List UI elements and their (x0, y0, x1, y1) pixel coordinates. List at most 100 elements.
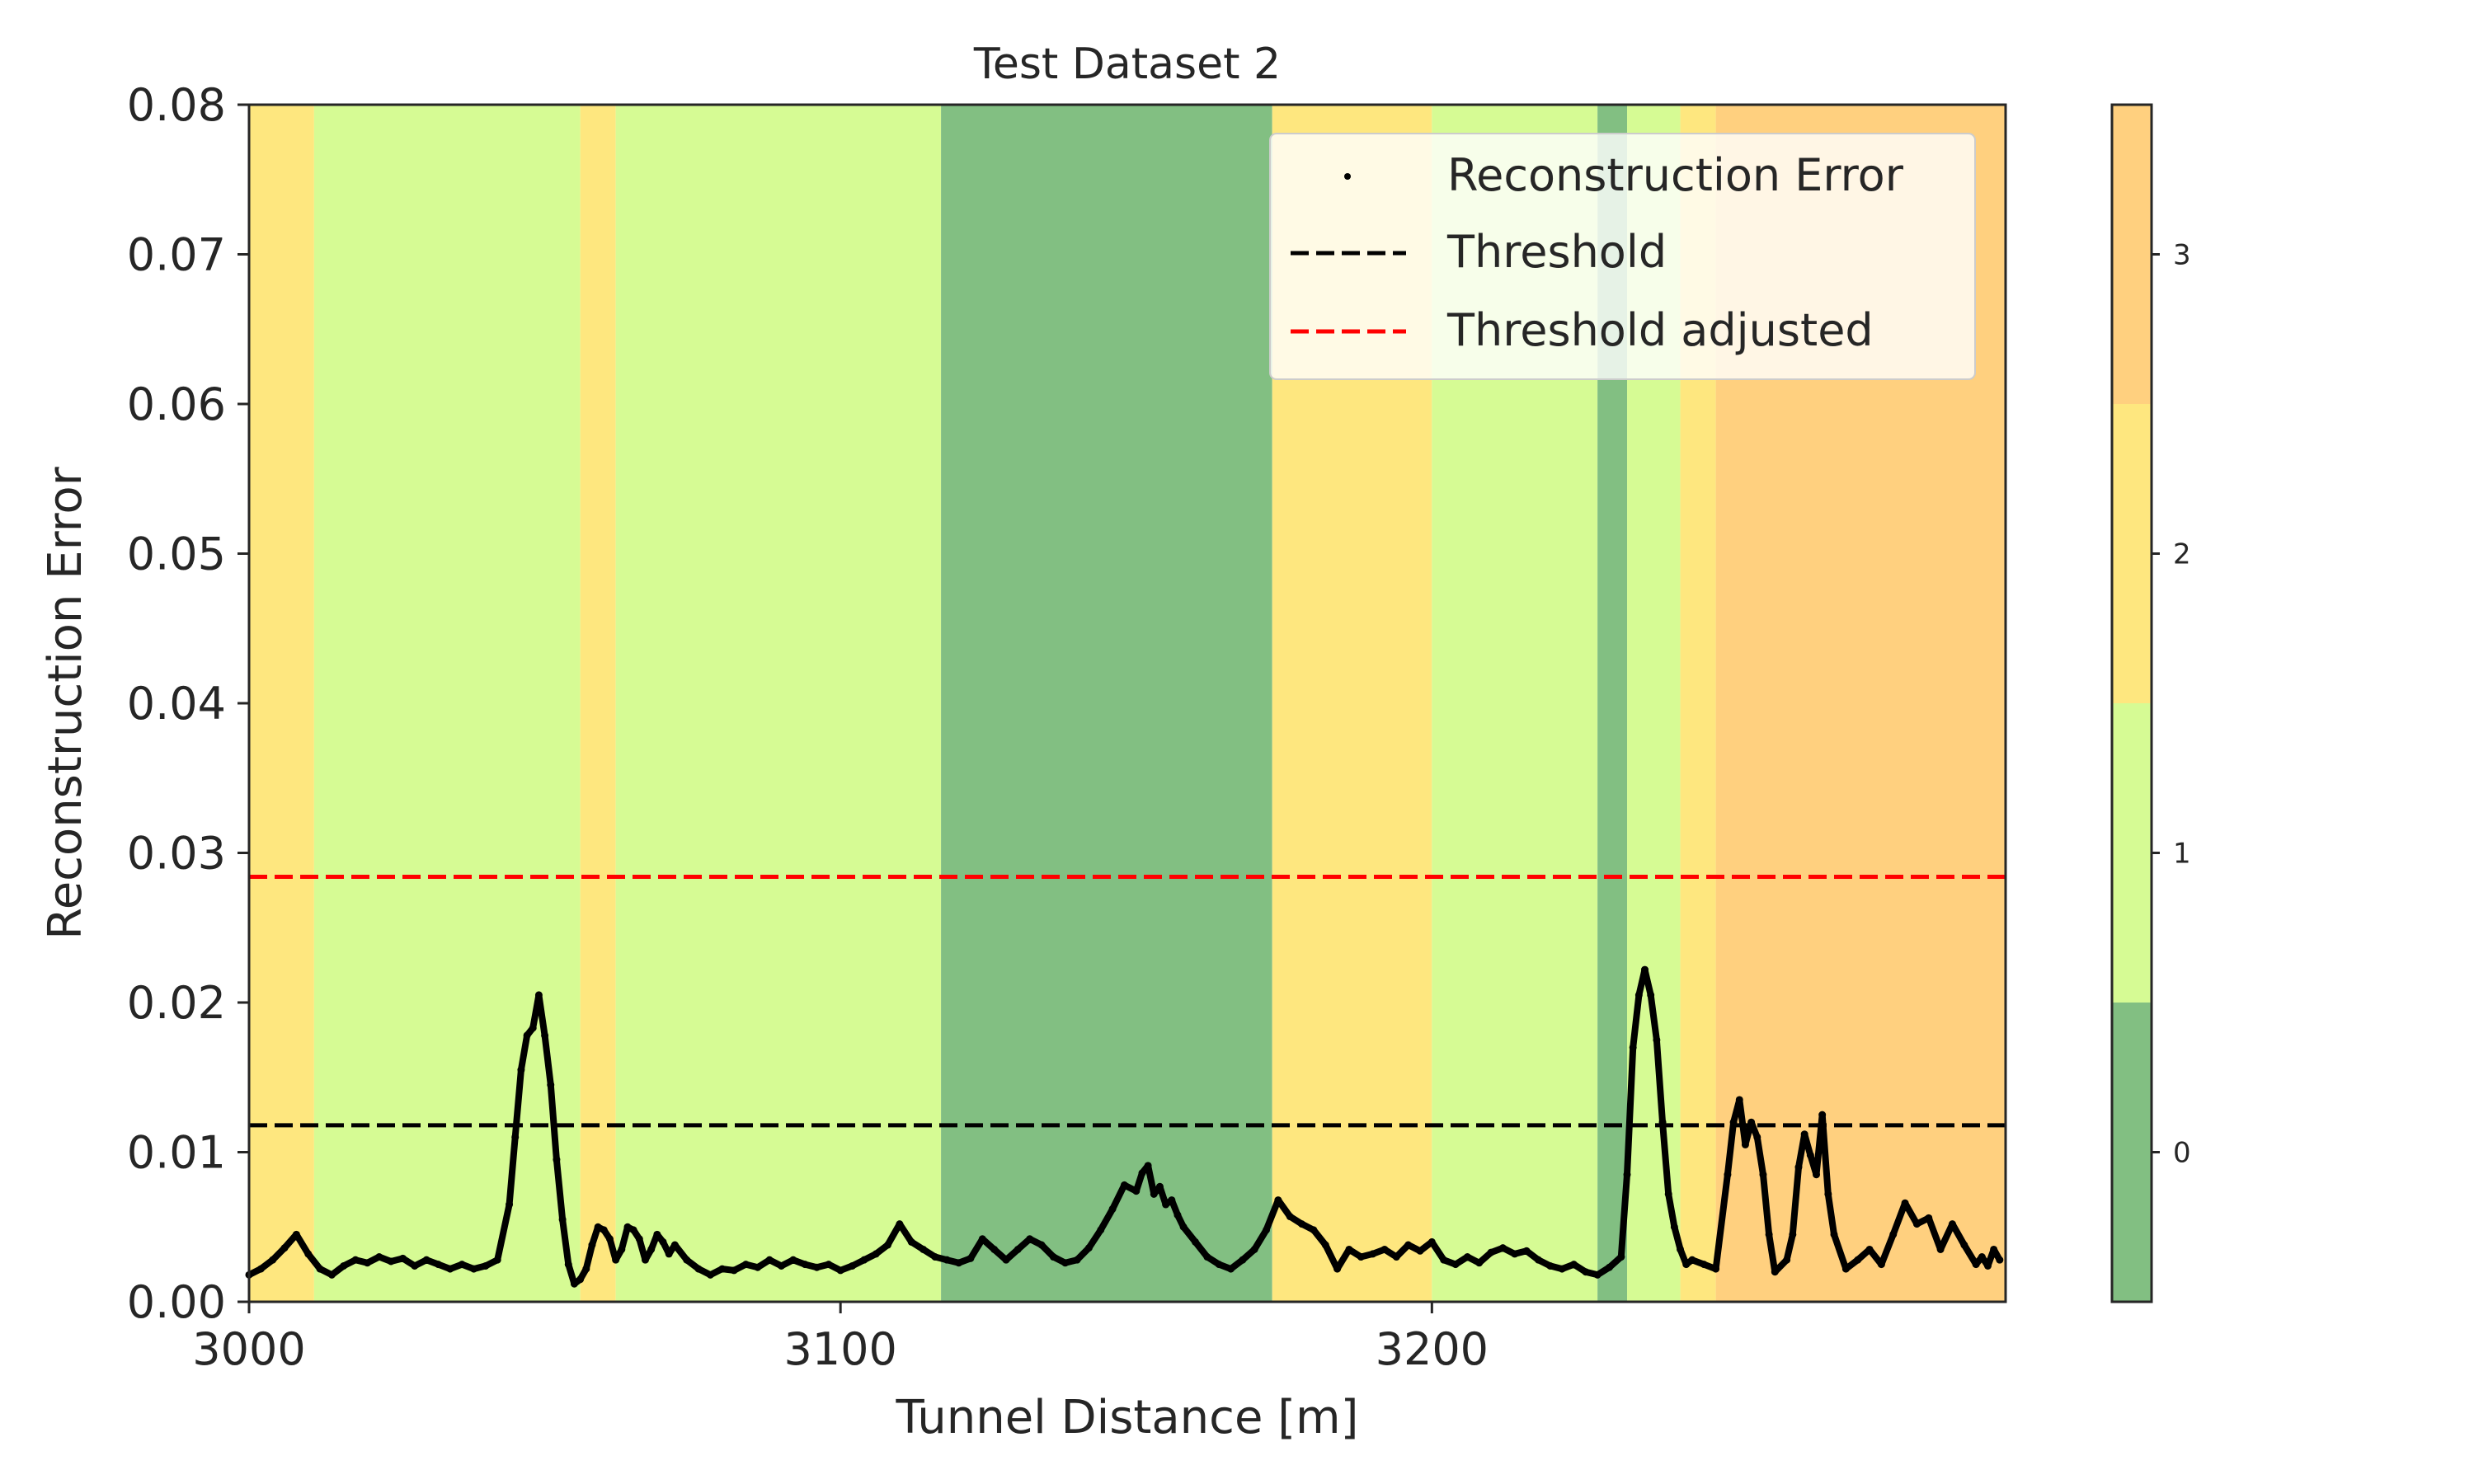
data-point (665, 1250, 673, 1258)
y-tick-label: 0.02 (127, 977, 226, 1029)
data-point (1084, 1244, 1093, 1252)
data-point (1498, 1244, 1507, 1252)
data-point (1865, 1245, 1874, 1253)
data-point (529, 1024, 537, 1032)
data-point (647, 1245, 656, 1253)
data-point (1789, 1230, 1797, 1238)
data-point (1215, 1261, 1223, 1269)
data-point (511, 1133, 520, 1141)
data-point (1818, 1111, 1827, 1119)
data-point (812, 1263, 821, 1271)
y-tick-label: 0.04 (127, 678, 226, 730)
colorbar-segment-0 (2112, 1003, 2152, 1302)
data-point (256, 1265, 265, 1273)
data-point (1759, 1171, 1767, 1179)
data-point (1392, 1253, 1400, 1261)
data-point (1321, 1241, 1329, 1249)
data-point (1369, 1250, 1377, 1258)
data-point (493, 1256, 501, 1264)
data-point (1664, 1190, 1672, 1198)
data-point (907, 1237, 915, 1246)
data-point (896, 1220, 904, 1228)
data-point (884, 1241, 892, 1249)
background-band-0 (249, 105, 314, 1302)
data-point (1534, 1256, 1542, 1264)
data-point (754, 1263, 762, 1271)
y-tick-label: 0.07 (127, 229, 226, 281)
axis-ticks: 3000 3100 3200 0.00 0.01 0.02 0.03 0.04 0.05 0.06… (127, 79, 1489, 1375)
data-point (612, 1256, 620, 1264)
data-point (618, 1245, 626, 1253)
data-point (1700, 1261, 1708, 1269)
data-point (825, 1261, 833, 1269)
data-point (1605, 1263, 1613, 1271)
data-point (1972, 1261, 1980, 1269)
data-point (553, 1156, 561, 1164)
data-point (398, 1254, 407, 1262)
data-point (990, 1245, 999, 1253)
data-point (765, 1256, 774, 1264)
data-point (1155, 1182, 1164, 1190)
data-point (1191, 1237, 1199, 1246)
data-point (1416, 1247, 1424, 1255)
data-point (706, 1270, 714, 1279)
data-point (1286, 1213, 1294, 1221)
data-point (1298, 1220, 1306, 1228)
legend-box (1269, 133, 1976, 380)
data-point (1049, 1253, 1057, 1261)
data-point (1168, 1196, 1176, 1205)
data-point (1310, 1226, 1318, 1234)
data-point (316, 1265, 324, 1273)
data-point (1925, 1214, 1933, 1222)
data-point (683, 1256, 691, 1264)
data-point (1647, 991, 1655, 999)
data-point (1729, 1118, 1738, 1126)
data-point (1174, 1211, 1182, 1219)
data-point (1002, 1256, 1010, 1264)
data-point (363, 1259, 371, 1267)
data-point (659, 1237, 667, 1246)
data-point (1150, 1190, 1158, 1198)
y-tick-label: 0.01 (127, 1127, 226, 1179)
y-tick-label: 0.06 (127, 378, 226, 430)
data-point (541, 1031, 549, 1040)
data-point (1546, 1261, 1554, 1270)
data-point (534, 991, 543, 999)
data-point (1144, 1162, 1152, 1170)
data-point (1037, 1241, 1046, 1249)
data-point (670, 1241, 679, 1249)
data-point (269, 1256, 277, 1264)
legend-label-reconstruction-error: Reconstruction Error (1447, 149, 1904, 201)
data-point (849, 1261, 857, 1270)
data-point (1162, 1200, 1170, 1209)
data-point (1735, 1096, 1743, 1104)
data-point (1511, 1250, 1519, 1258)
data-point (1800, 1130, 1808, 1139)
colorbar-tick-label: 3 (2173, 239, 2191, 272)
data-point (1487, 1248, 1495, 1256)
y-tick-label: 0.05 (127, 528, 226, 580)
data-point (1427, 1237, 1436, 1246)
y-tick-label: 0.00 (127, 1276, 226, 1328)
data-point (387, 1257, 395, 1266)
data-point (1641, 965, 1649, 974)
data-point (1670, 1223, 1678, 1231)
data-point (1593, 1270, 1602, 1279)
data-point (1061, 1259, 1070, 1267)
data-point (629, 1226, 637, 1234)
data-point (605, 1235, 614, 1243)
data-point (292, 1230, 300, 1238)
data-point (564, 1261, 572, 1269)
data-point (1239, 1256, 1247, 1264)
background-bands (249, 105, 2006, 1302)
background-band-2 (580, 105, 616, 1302)
data-point (280, 1244, 289, 1252)
data-point (872, 1250, 880, 1258)
legend-label-threshold: Threshold (1446, 226, 1667, 278)
data-point (1841, 1265, 1850, 1273)
data-point (730, 1266, 738, 1275)
colorbar-tick-label: 2 (2173, 538, 2191, 571)
data-point (1333, 1265, 1342, 1273)
data-point (458, 1261, 466, 1269)
data-point (304, 1250, 313, 1258)
